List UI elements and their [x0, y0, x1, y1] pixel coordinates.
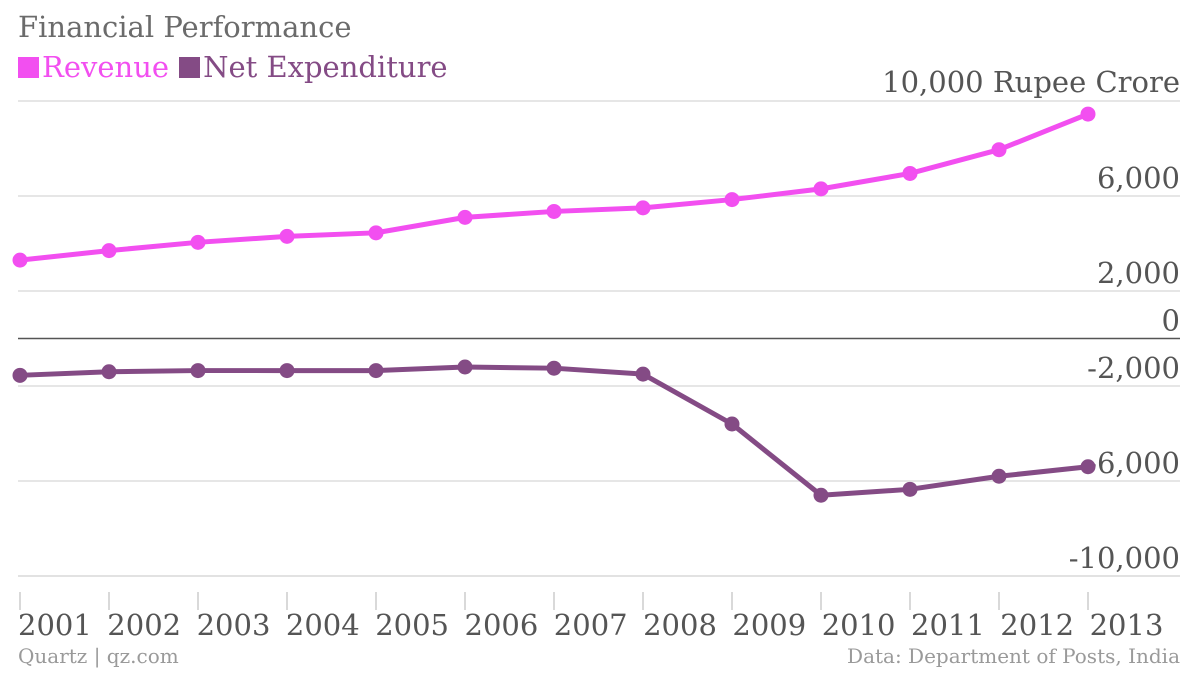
- x-tick-label: 2011: [911, 608, 985, 642]
- data-point-revenue: [902, 165, 918, 181]
- data-point-net-expenditure: [1080, 459, 1096, 475]
- legend-swatch-net-expenditure: [179, 56, 201, 78]
- data-point-net-expenditure: [368, 363, 384, 379]
- x-tick-label: 2006: [465, 608, 539, 642]
- data-point-revenue: [546, 203, 562, 219]
- data-point-revenue: [724, 192, 740, 208]
- data-point-revenue: [368, 225, 384, 241]
- series-line-revenue: [17, 111, 1091, 263]
- data-point-revenue: [1080, 106, 1096, 122]
- y-tick-label: 6,000: [1097, 161, 1180, 195]
- data-point-revenue: [101, 243, 117, 259]
- y-tick-label: -10,000: [1069, 541, 1180, 575]
- x-tick-label: 2008: [643, 608, 717, 642]
- x-tick-label: 2005: [375, 608, 449, 642]
- data-point-net-expenditure: [902, 481, 918, 497]
- x-tick-label: 2007: [554, 608, 628, 642]
- y-tick-label: -6,000: [1087, 446, 1180, 480]
- data-point-net-expenditure: [12, 367, 28, 383]
- x-tick-label: 2002: [107, 608, 181, 642]
- x-tick-label: 2012: [1000, 608, 1074, 642]
- data-point-revenue: [635, 200, 651, 216]
- data-point-net-expenditure: [457, 359, 473, 375]
- data-point-net-expenditure: [546, 360, 562, 376]
- legend-label-revenue: Revenue: [42, 50, 170, 84]
- data-point-net-expenditure: [724, 416, 740, 432]
- legend-item-net-expenditure: Net Expenditure: [179, 50, 448, 84]
- legend-item-revenue: Revenue: [18, 50, 169, 84]
- y-tick-label: 2,000: [1097, 256, 1180, 290]
- credit-source-left: Quartz | qz.com: [18, 644, 179, 668]
- legend-label-net-expenditure: Net Expenditure: [203, 50, 448, 84]
- y-tick-label: 0: [1162, 304, 1180, 338]
- data-point-revenue: [991, 142, 1007, 158]
- data-point-revenue: [813, 181, 829, 197]
- x-tick-label: 2001: [18, 608, 92, 642]
- data-point-net-expenditure: [813, 487, 829, 503]
- x-tick-label: 2004: [286, 608, 360, 642]
- data-point-net-expenditure: [190, 363, 206, 379]
- data-point-revenue: [12, 252, 28, 268]
- data-point-revenue: [457, 209, 473, 225]
- y-tick-label: -2,000: [1087, 351, 1180, 385]
- chart-title: Financial Performance: [18, 10, 352, 44]
- credit-source-right: Data: Department of Posts, India: [847, 644, 1180, 668]
- legend: Revenue Net Expenditure: [18, 50, 458, 84]
- data-point-net-expenditure: [991, 468, 1007, 484]
- x-tick-label: 2010: [822, 608, 896, 642]
- data-point-revenue: [279, 228, 295, 244]
- data-point-net-expenditure: [279, 363, 295, 379]
- x-tick-label: 2009: [732, 608, 806, 642]
- data-point-net-expenditure: [101, 364, 117, 380]
- data-point-revenue: [190, 234, 206, 250]
- x-tick-label: 2003: [197, 608, 271, 642]
- x-tick-label: 2013: [1090, 608, 1164, 642]
- data-point-net-expenditure: [635, 366, 651, 382]
- legend-swatch-revenue: [18, 56, 39, 78]
- y-axis-label: 10,000 Rupee Crore: [882, 65, 1180, 99]
